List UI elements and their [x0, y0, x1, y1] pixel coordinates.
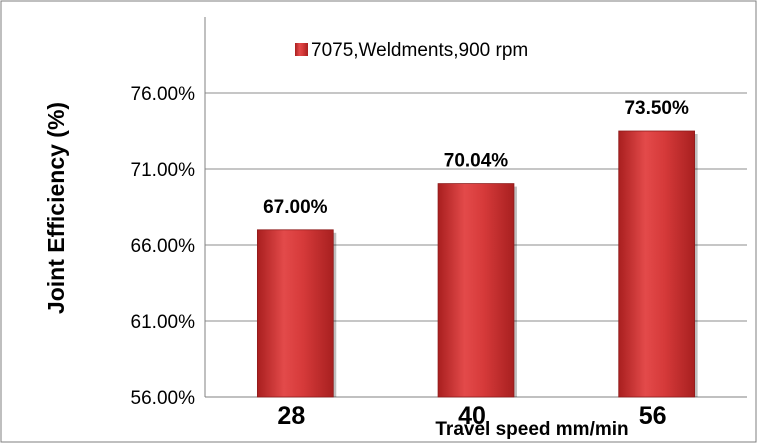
legend-label: 7075,Weldments,900 rpm — [311, 40, 528, 61]
x-tick-labels: 28 40 56 — [277, 402, 666, 430]
x-tick-label: 40 — [458, 402, 486, 430]
y-tick-label: 61.00% — [131, 312, 196, 333]
bars — [256, 130, 698, 398]
legend-swatch — [295, 43, 308, 56]
bar — [618, 130, 696, 398]
data-label: 67.00% — [263, 197, 328, 218]
y-axis-title: Joint Efficiency (%) — [43, 102, 69, 314]
data-labels: 67.00% 70.04% 73.50% — [263, 98, 689, 218]
y-tick-label: 56.00% — [131, 388, 196, 409]
x-tick-label: 28 — [277, 402, 305, 430]
data-label: 73.50% — [624, 98, 689, 119]
data-label: 70.04% — [444, 151, 509, 172]
y-tick-label: 71.00% — [131, 160, 196, 181]
y-tick-labels: 56.00% 61.00% 66.00% 71.00% 76.00% — [131, 84, 196, 409]
x-tick-label: 56 — [639, 402, 667, 430]
bar — [437, 183, 515, 398]
legend: 7075,Weldments,900 rpm — [295, 40, 528, 61]
y-tick-label: 66.00% — [131, 236, 196, 257]
bar — [256, 229, 334, 398]
x-axis-title: Travel speed mm/min — [435, 419, 628, 440]
y-tick-label: 76.00% — [131, 84, 196, 105]
